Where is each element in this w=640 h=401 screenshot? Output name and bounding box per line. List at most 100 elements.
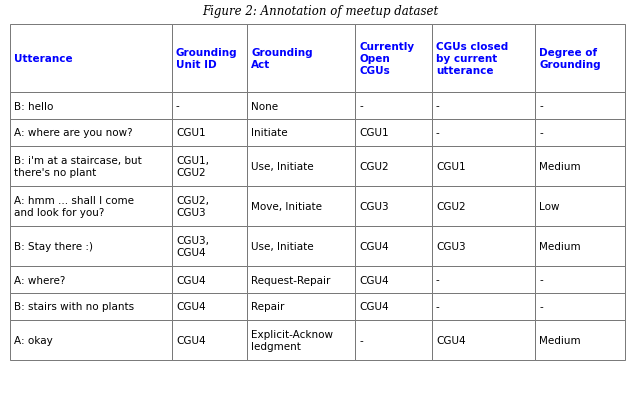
Text: Medium: Medium — [539, 241, 580, 251]
Text: CGU4: CGU4 — [176, 335, 205, 345]
Bar — [10, 320, 172, 360]
Bar — [247, 293, 355, 320]
Bar — [247, 25, 355, 93]
Bar — [172, 320, 247, 360]
Bar — [432, 293, 535, 320]
Bar — [247, 186, 355, 227]
Bar — [535, 147, 625, 186]
Text: Request-Repair: Request-Repair — [251, 275, 330, 285]
Bar — [10, 120, 172, 147]
Text: CGU3: CGU3 — [436, 241, 466, 251]
Text: CGU2: CGU2 — [359, 162, 388, 172]
Text: CGU4: CGU4 — [176, 302, 205, 312]
Text: Degree of
Grounding: Degree of Grounding — [539, 48, 600, 70]
Bar — [432, 186, 535, 227]
Bar — [355, 320, 432, 360]
Text: CGU1: CGU1 — [436, 162, 466, 172]
Bar — [432, 93, 535, 120]
Text: Use, Initiate: Use, Initiate — [251, 162, 314, 172]
Text: -: - — [359, 101, 363, 111]
Text: Medium: Medium — [539, 162, 580, 172]
Bar — [172, 25, 247, 93]
Text: Grounding
Unit ID: Grounding Unit ID — [176, 48, 237, 70]
Text: CGU4: CGU4 — [359, 241, 388, 251]
Text: -: - — [539, 275, 543, 285]
Bar — [535, 120, 625, 147]
Text: Initiate: Initiate — [251, 128, 287, 138]
Text: B: i'm at a staircase, but
there's no plant: B: i'm at a staircase, but there's no pl… — [14, 156, 141, 178]
Text: CGU1: CGU1 — [176, 128, 205, 138]
Bar — [172, 147, 247, 186]
Bar — [535, 266, 625, 293]
Text: Figure 2: Annotation of meetup dataset: Figure 2: Annotation of meetup dataset — [202, 6, 438, 18]
Bar — [10, 227, 172, 266]
Bar — [247, 227, 355, 266]
Text: CGU3: CGU3 — [359, 201, 388, 211]
Text: CGU3,
CGU4: CGU3, CGU4 — [176, 235, 209, 257]
Text: -: - — [436, 128, 440, 138]
Text: Use, Initiate: Use, Initiate — [251, 241, 314, 251]
Bar — [355, 25, 432, 93]
Text: A: okay: A: okay — [14, 335, 52, 345]
Text: CGU1: CGU1 — [359, 128, 388, 138]
Bar — [535, 227, 625, 266]
Text: CGUs closed
by current
utterance: CGUs closed by current utterance — [436, 42, 508, 76]
Bar — [172, 266, 247, 293]
Text: CGU4: CGU4 — [359, 275, 388, 285]
Bar — [535, 93, 625, 120]
Bar — [10, 266, 172, 293]
Bar — [432, 25, 535, 93]
Text: CGU4: CGU4 — [359, 302, 388, 312]
Text: CGU2,
CGU3: CGU2, CGU3 — [176, 196, 209, 217]
Bar — [247, 93, 355, 120]
Bar — [172, 120, 247, 147]
Bar — [432, 320, 535, 360]
Bar — [10, 186, 172, 227]
Bar — [432, 266, 535, 293]
Text: -: - — [176, 101, 180, 111]
Text: A: hmm ... shall I come
and look for you?: A: hmm ... shall I come and look for you… — [14, 196, 134, 217]
Text: -: - — [436, 101, 440, 111]
Text: Low: Low — [539, 201, 559, 211]
Bar — [247, 320, 355, 360]
Bar — [172, 186, 247, 227]
Text: -: - — [436, 302, 440, 312]
Bar — [172, 293, 247, 320]
Bar — [355, 227, 432, 266]
Text: Move, Initiate: Move, Initiate — [251, 201, 322, 211]
Text: A: where are you now?: A: where are you now? — [14, 128, 132, 138]
Text: Currently
Open
CGUs: Currently Open CGUs — [359, 42, 414, 76]
Text: B: stairs with no plants: B: stairs with no plants — [14, 302, 134, 312]
Text: CGU2: CGU2 — [436, 201, 466, 211]
Text: -: - — [539, 128, 543, 138]
Text: -: - — [436, 275, 440, 285]
Text: CGU1,
CGU2: CGU1, CGU2 — [176, 156, 209, 178]
Text: B: Stay there :): B: Stay there :) — [14, 241, 93, 251]
Text: CGU4: CGU4 — [436, 335, 466, 345]
Bar — [355, 186, 432, 227]
Text: B: hello: B: hello — [14, 101, 53, 111]
Text: A: where?: A: where? — [14, 275, 65, 285]
Text: CGU4: CGU4 — [176, 275, 205, 285]
Bar — [535, 25, 625, 93]
Bar — [355, 147, 432, 186]
Text: Medium: Medium — [539, 335, 580, 345]
Bar — [10, 293, 172, 320]
Bar — [355, 266, 432, 293]
Bar — [247, 120, 355, 147]
Text: Explicit-Acknow
ledgment: Explicit-Acknow ledgment — [251, 329, 333, 351]
Text: None: None — [251, 101, 278, 111]
Bar — [247, 147, 355, 186]
Bar — [172, 227, 247, 266]
Bar — [355, 93, 432, 120]
Text: -: - — [359, 335, 363, 345]
Text: Grounding
Act: Grounding Act — [251, 48, 312, 70]
Bar — [535, 186, 625, 227]
Bar — [432, 120, 535, 147]
Text: Repair: Repair — [251, 302, 284, 312]
Bar — [355, 293, 432, 320]
Bar — [10, 25, 172, 93]
Text: -: - — [539, 302, 543, 312]
Bar — [247, 266, 355, 293]
Bar — [535, 320, 625, 360]
